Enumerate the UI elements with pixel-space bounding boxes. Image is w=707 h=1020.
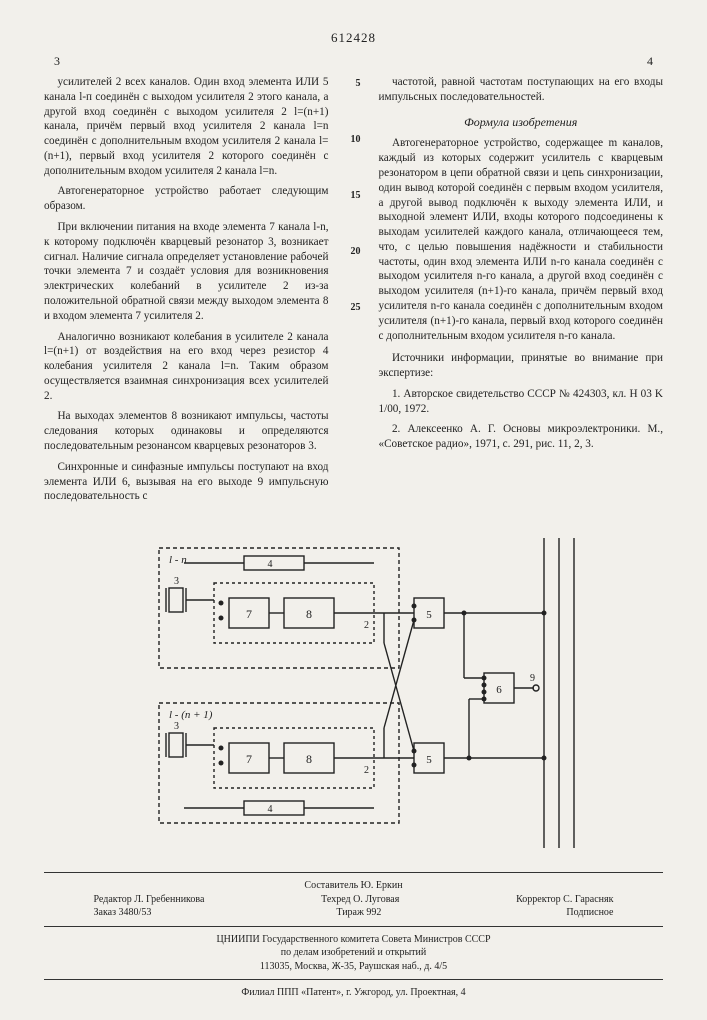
column-left: усилителей 2 всех каналов. Один вход эле… bbox=[44, 75, 329, 510]
diagram-label: 5 bbox=[426, 609, 432, 621]
diagram-label: 5 bbox=[426, 754, 432, 766]
diagram-label: 7 bbox=[246, 752, 252, 766]
editor: Редактор Л. Гребенникова bbox=[94, 893, 205, 907]
para: частотой, равной частотам поступающих на… bbox=[379, 75, 664, 105]
order-no: Заказ 3480/53 bbox=[94, 906, 152, 920]
address: Филиал ППП «Патент», г. Ужгород, ул. Про… bbox=[44, 986, 663, 1000]
para: Синхронные и синфазные импульсы поступаю… bbox=[44, 460, 329, 504]
line-number: 15 bbox=[347, 189, 361, 245]
line-number: 10 bbox=[347, 133, 361, 189]
text-columns: усилителей 2 всех каналов. Один вход эле… bbox=[44, 75, 663, 510]
diagram-label: 3 bbox=[174, 576, 179, 587]
column-right: частотой, равной частотам поступающих на… bbox=[379, 75, 664, 510]
diagram-label: 2 bbox=[364, 620, 369, 631]
para: На выходах элементов 8 возникают импульс… bbox=[44, 409, 329, 453]
page-no-left: 3 bbox=[54, 54, 60, 69]
claim-text: Автогенераторное устройство, содержащее … bbox=[379, 136, 664, 343]
diagram-label: 8 bbox=[306, 607, 312, 621]
corrector: Корректор С. Гарасняк bbox=[516, 893, 613, 907]
print-run: Тираж 992 bbox=[336, 906, 381, 920]
page-no-right: 4 bbox=[647, 54, 653, 69]
imprint-footer: Составитель Ю. Еркин Редактор Л. Гребенн… bbox=[44, 872, 663, 1000]
org-line: ЦНИИПИ Государственного комитета Совета … bbox=[44, 933, 663, 947]
line-number: 25 bbox=[347, 301, 361, 357]
reference: 2. Алексеенко А. Г. Основы микроэлектрон… bbox=[379, 422, 664, 452]
diagram-label: 4 bbox=[267, 804, 272, 815]
diagram-label: l - (n + 1) bbox=[169, 709, 213, 721]
line-number-gutter: 5 10 15 20 25 bbox=[347, 75, 361, 510]
diagram-label: 8 bbox=[306, 752, 312, 766]
claims-title: Формула изобретения bbox=[379, 115, 664, 131]
circuit-diagram: l - n 4 3 2 7 8 5 l - (n + 1) bbox=[44, 528, 663, 858]
address: 113035, Москва, Ж-35, Раушская наб., д. … bbox=[44, 960, 663, 974]
line-number: 5 bbox=[347, 77, 361, 133]
para: усилителей 2 всех каналов. Один вход эле… bbox=[44, 75, 329, 178]
diagram-label: 2 bbox=[364, 765, 369, 776]
diagram-label: 7 bbox=[246, 607, 252, 621]
references-title: Источники информации, принятые во вниман… bbox=[379, 351, 664, 381]
diagram-label: 3 bbox=[174, 721, 179, 732]
diagram-label: 6 bbox=[496, 684, 502, 696]
subscription: Подписное bbox=[566, 906, 613, 920]
para: Аналогично возникают колебания в усилите… bbox=[44, 330, 329, 404]
tech-editor: Техред О. Луговая bbox=[321, 893, 399, 907]
org-line: по делам изобретений и открытий bbox=[44, 946, 663, 960]
diagram-label: l - n bbox=[169, 554, 187, 566]
para: При включении питания на входе элемента … bbox=[44, 220, 329, 323]
page-number-row: 3 4 bbox=[44, 54, 663, 69]
diagram-label: 9 bbox=[530, 673, 535, 684]
doc-number: 612428 bbox=[44, 30, 663, 46]
line-number: 20 bbox=[347, 245, 361, 301]
reference: 1. Авторское свидетельство СССР № 424303… bbox=[379, 387, 664, 417]
para: Автогенераторное устройство работает сле… bbox=[44, 184, 329, 214]
diagram-label: 4 bbox=[267, 559, 272, 570]
compiler: Составитель Ю. Еркин bbox=[44, 879, 663, 893]
